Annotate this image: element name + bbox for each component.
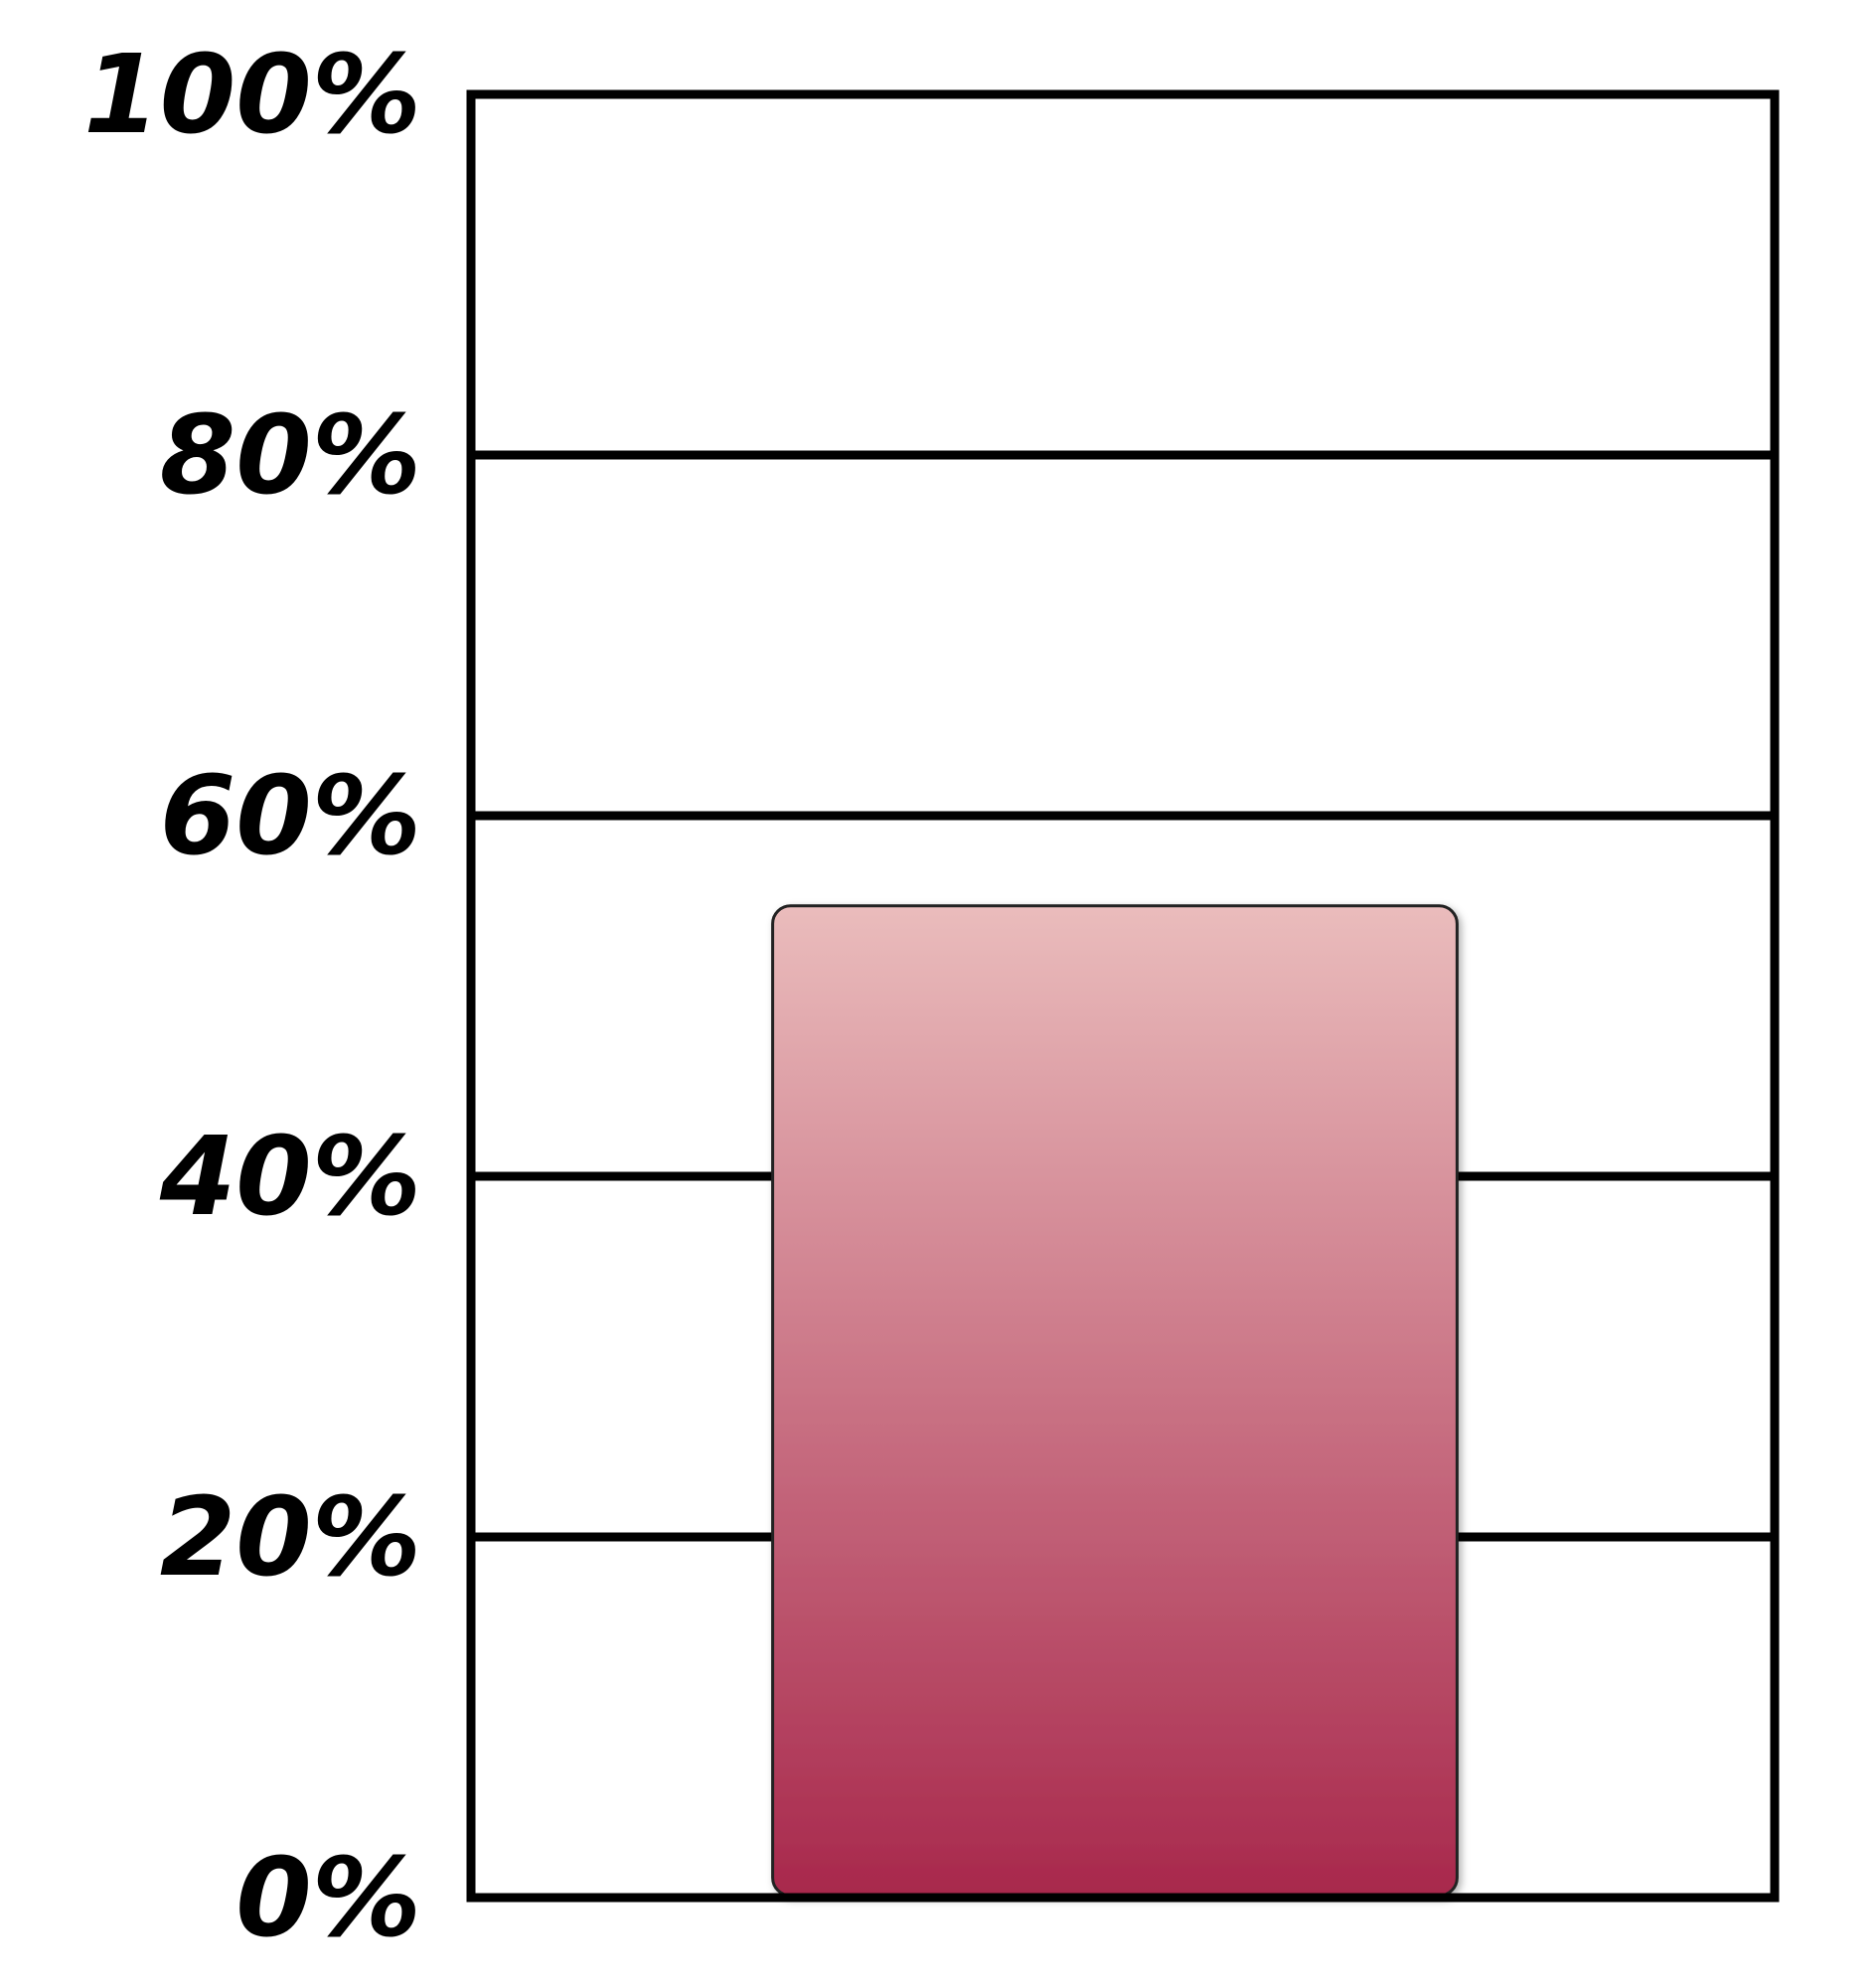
y-tick-label-60: 60% [160,752,421,879]
plot-border [466,89,1780,1903]
y-tick-label-80: 80% [160,391,421,519]
y-tick-label-20: 20% [160,1473,421,1601]
plot-frame [466,89,1780,1903]
y-tick-label-40: 40% [159,1113,421,1240]
bar-0 [771,904,1459,1898]
bars [771,904,1459,1898]
y-tick-labels: 0% 20% 40% 60% 80% 100% [83,31,421,1961]
y-tick-label-100: 100% [83,31,421,158]
y-tick-label-0: 0% [235,1834,421,1961]
